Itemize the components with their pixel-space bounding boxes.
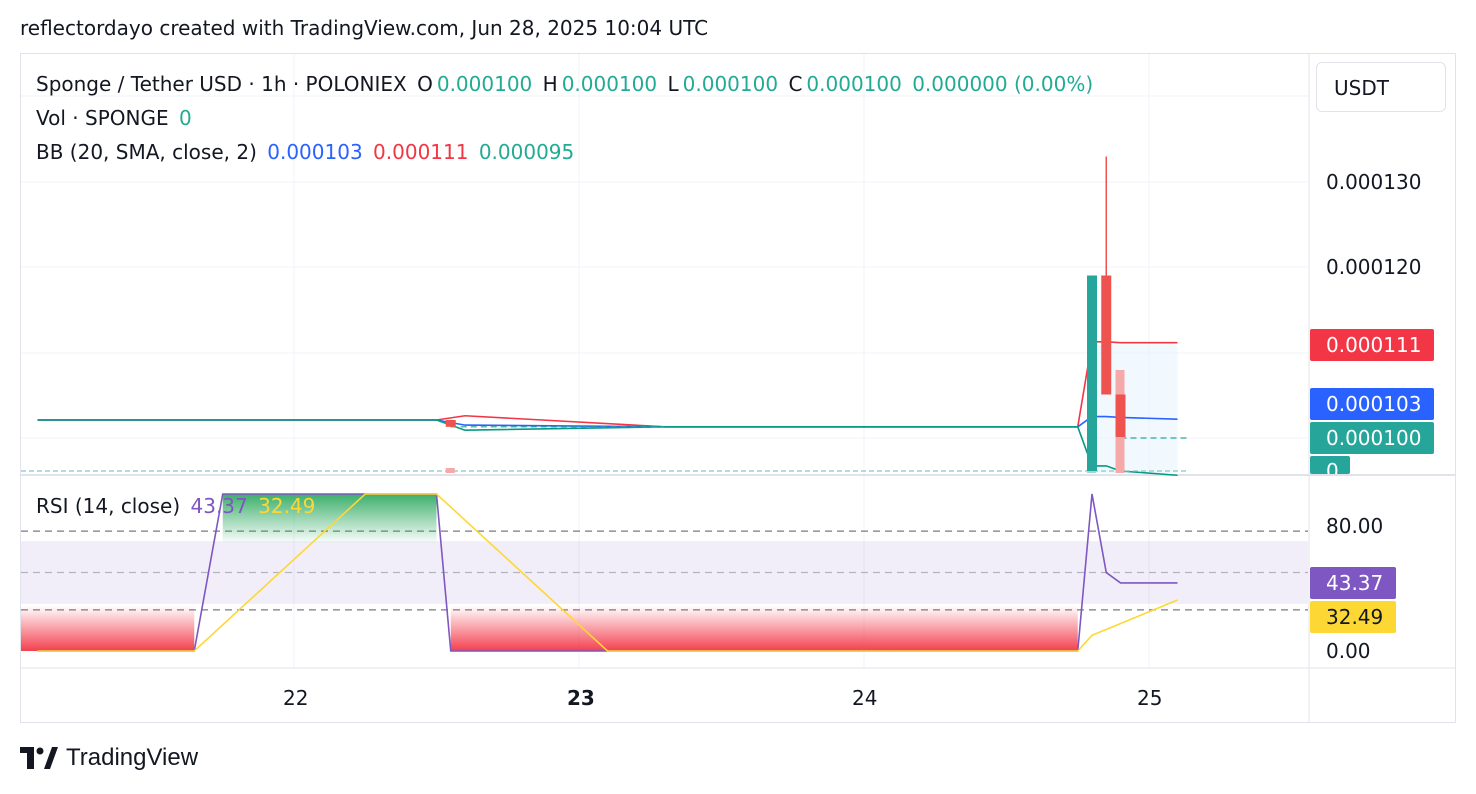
rsi-oversold-fill: [450, 606, 1078, 651]
volume-bar: [445, 468, 455, 473]
rsi-ma-line: [37, 493, 1178, 652]
close-price-tag: 0.000100: [1310, 422, 1434, 454]
rsi-ma-value: 32.49: [258, 494, 316, 518]
rsi-tick-label: 80.00: [1326, 514, 1384, 538]
candle-body: [1101, 275, 1112, 395]
close-value: 0.000100: [806, 72, 902, 96]
rsi-overbought-fill: [222, 494, 437, 544]
bb-legend: BB (20, SMA, close, 2) 0.000103 0.000111…: [36, 140, 578, 164]
bb-basis-price-tag: 0.000103: [1310, 388, 1434, 420]
low-value: 0.000100: [682, 72, 779, 96]
chart-caption: reflectordayo created with TradingView.c…: [20, 16, 709, 40]
bb-basis-line: [37, 415, 1178, 428]
bb-lower-value: 0.000095: [478, 140, 575, 164]
rsi-label[interactable]: RSI (14, close): [36, 494, 181, 518]
rsi-ma-value-tag: 32.49: [1310, 601, 1396, 633]
open-label: O: [417, 72, 433, 96]
time-tick-label: 22: [283, 686, 309, 710]
rsi-oversold-fill: [21, 606, 195, 651]
bb-basis-value: 0.000103: [267, 140, 363, 164]
high-value: 0.000100: [561, 72, 658, 96]
price-tick-label: 0.000130: [1326, 170, 1422, 194]
volume-legend: Vol · SPONGE 0: [36, 106, 196, 130]
volume-price-tag: 0: [1310, 456, 1350, 474]
candle-body: [1087, 275, 1097, 471]
open-value: 0.000100: [436, 72, 533, 96]
low-label: L: [667, 72, 679, 96]
bb-upper-price-tag: 0.000111: [1310, 329, 1434, 361]
tradingview-logo-icon: [20, 747, 58, 769]
volume-label[interactable]: Vol · SPONGE: [36, 106, 169, 130]
bb-label[interactable]: BB (20, SMA, close, 2): [36, 140, 257, 164]
tradingview-logo-text: TradingView: [66, 744, 199, 771]
candle-body: [1115, 394, 1126, 437]
bb-upper-value: 0.000111: [373, 140, 469, 164]
price-tick-label: 0.000120: [1326, 255, 1422, 279]
rsi-legend: RSI (14, close) 43.37 32.49: [36, 494, 319, 518]
rsi-tick-label: 0.00: [1326, 639, 1371, 663]
time-tick-label: 24: [852, 686, 878, 710]
bb-upper-line: [37, 340, 1178, 428]
chart-frame: [20, 53, 1456, 723]
price-legend: Sponge / Tether USD · 1h · POLONIEX O 0.0…: [36, 72, 1097, 96]
rsi-value-tag: 43.37: [1310, 567, 1396, 599]
currency-unit-button[interactable]: USDT: [1316, 62, 1446, 112]
symbol-title[interactable]: Sponge / Tether USD · 1h · POLONIEX: [36, 72, 407, 96]
tradingview-logo[interactable]: TradingView: [20, 744, 198, 772]
volume-value: 0: [178, 106, 192, 130]
bb-lower-line: [37, 419, 1178, 477]
candle-body: [445, 420, 456, 427]
close-label: C: [788, 72, 803, 96]
high-label: H: [542, 72, 558, 96]
time-tick-label: 23: [567, 686, 595, 710]
change-value: 0.000000 (0.00%): [912, 72, 1094, 96]
rsi-value: 43.37: [190, 494, 248, 518]
time-tick-label: 25: [1137, 686, 1163, 710]
